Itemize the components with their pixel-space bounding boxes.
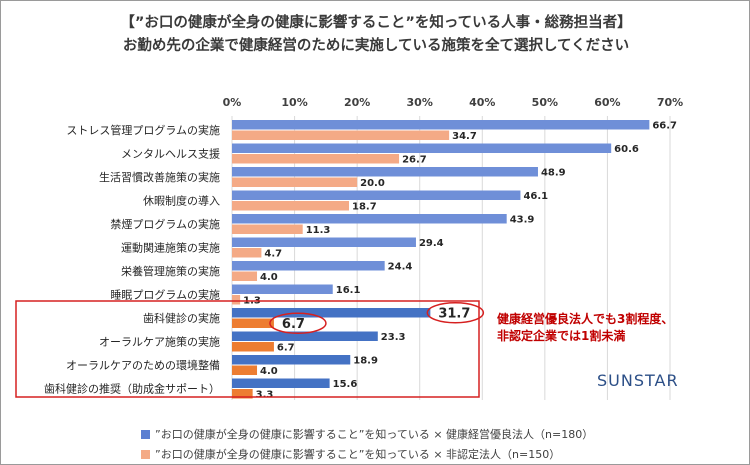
data-label: 18.7: [352, 202, 377, 213]
annotation-line-2: 非認定企業では1割未満: [497, 328, 625, 343]
data-label: 4.0: [260, 366, 278, 377]
x-tick-label: 10%: [281, 96, 307, 109]
data-label: 4.0: [260, 272, 278, 283]
legend-item-2: ”お口の健康が全身の健康に影響すること”を知っている × 非認定法人（n=150…: [141, 446, 560, 462]
x-tick-label: 0%: [223, 96, 242, 109]
bar-series-1: [232, 120, 650, 130]
data-label: 66.7: [652, 121, 677, 132]
chart-subtitle: お勤め先の企業で健康経営のために実施している施策を全て選択してください: [122, 38, 630, 54]
sunstar-logo: SUNSTAR: [597, 371, 679, 390]
data-label: 26.7: [402, 155, 427, 166]
bar-series-2: [232, 389, 253, 399]
bar-series-1: [232, 355, 351, 365]
annotation-line-1: 健康経営優良法人でも3割程度、: [497, 311, 673, 326]
category-label: ストレス管理プログラムの実施: [66, 123, 220, 137]
data-label: 60.6: [614, 144, 639, 155]
bar-series-2: [232, 201, 350, 211]
bar-series-1: [232, 331, 378, 341]
bar-series-2: [232, 177, 358, 187]
category-label: 生活習慣改善施策の実施: [99, 170, 220, 184]
bar-series-1: [232, 143, 612, 153]
bar-series-2: [232, 271, 258, 281]
legend-label-2: ”お口の健康が全身の健康に影響すること”を知っている × 非認定法人（n=150…: [155, 448, 561, 461]
highlight-circle-2: [269, 312, 327, 334]
bar-series-2: [232, 342, 274, 352]
data-label: 43.9: [510, 215, 535, 226]
bar-series-1: [232, 308, 431, 318]
highlight-circle-1: [426, 302, 485, 324]
data-label: 20.0: [360, 178, 385, 189]
category-label: 歯科健診の実施: [143, 311, 220, 325]
data-label: 4.7: [264, 249, 282, 260]
bar-series-2: [232, 318, 274, 328]
bar-series-2: [232, 248, 262, 258]
bar-series-2: [232, 154, 400, 164]
bar-series-1: [232, 284, 333, 294]
bar-series-1: [232, 261, 385, 271]
data-label: 11.3: [306, 225, 331, 236]
category-label: 運動関連施策の実施: [121, 240, 220, 254]
data-label: 48.9: [541, 168, 566, 179]
legend-label-1: ”お口の健康が全身の健康に影響すること”を知っている × 健康経営優良法人（n=…: [155, 428, 594, 441]
bar-series-2: [232, 224, 303, 234]
data-label: 6.7: [282, 317, 305, 332]
x-tick-label: 40%: [469, 96, 495, 109]
category-label: メンタルヘルス支援: [121, 146, 220, 160]
data-label: 29.4: [419, 238, 444, 249]
data-label: 31.7: [438, 307, 470, 322]
bar-series-2: [232, 130, 450, 140]
data-label: 23.3: [381, 332, 406, 343]
x-tick-label: 70%: [657, 96, 683, 109]
data-label: 46.1: [523, 191, 548, 202]
bar-series-1: [232, 167, 538, 177]
category-label: オーラルケアのための環境整備: [66, 358, 220, 372]
bar-series-1: [232, 214, 507, 224]
x-tick-label: 60%: [594, 96, 620, 109]
chart-title: 【”お口の健康が全身の健康に影響すること”を知っている人事・総務担当者】: [120, 15, 632, 31]
category-label: 睡眠プログラムの実施: [110, 287, 220, 301]
data-label: 16.1: [336, 285, 361, 296]
category-label: 休暇制度の導入: [143, 193, 220, 207]
highlight-frame: [15, 300, 480, 398]
data-label: 34.7: [452, 131, 477, 142]
data-label: 6.7: [277, 343, 295, 354]
x-tick-label: 50%: [532, 96, 558, 109]
x-tick-label: 30%: [407, 96, 433, 109]
category-label: 栄養管理施策の実施: [121, 264, 220, 278]
bar-series-1: [232, 237, 416, 247]
data-label: 24.4: [388, 262, 413, 273]
x-tick-label: 20%: [344, 96, 370, 109]
category-label: オーラルケア施策の実施: [99, 334, 220, 348]
bar-series-1: [232, 190, 521, 200]
data-label: 18.9: [353, 356, 378, 367]
data-label: 15.6: [333, 379, 358, 390]
bar-series-2: [232, 365, 258, 375]
category-label: 歯科健診の推奨（助成金サポート）: [44, 381, 220, 395]
legend-swatch-2: [141, 449, 150, 459]
legend-item-1: ”お口の健康が全身の健康に影響すること”を知っている × 健康経営優良法人（n=…: [141, 426, 593, 442]
bar-series-2: [232, 295, 241, 305]
category-label: 禁煙プログラムの実施: [110, 217, 220, 231]
data-label: 3.3: [256, 390, 274, 401]
bar-series-1: [232, 378, 330, 388]
legend-swatch-1: [141, 429, 150, 439]
